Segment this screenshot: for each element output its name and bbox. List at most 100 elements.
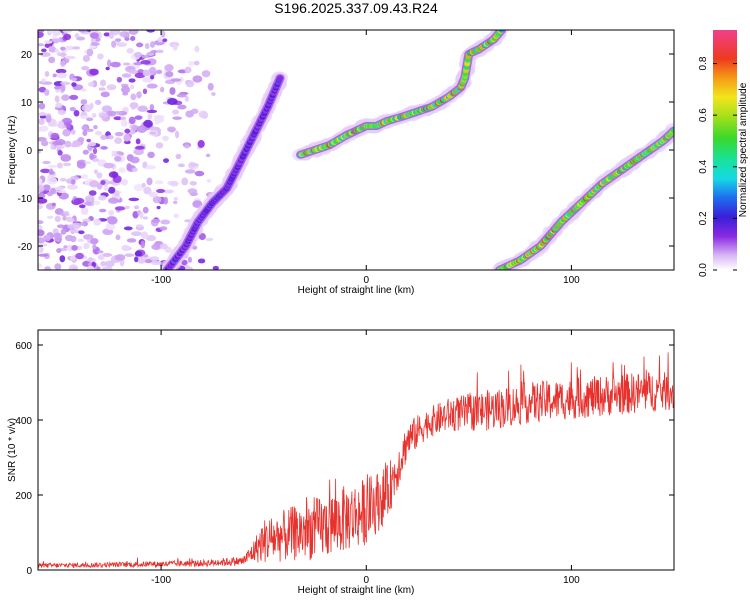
noise-blob — [38, 246, 41, 253]
noise-blob — [105, 66, 110, 71]
noise-blob — [159, 243, 168, 250]
noise-blob — [38, 220, 44, 225]
noise-blob — [173, 196, 178, 201]
noise-blob — [81, 65, 90, 71]
noise-blob — [164, 65, 170, 70]
noise-blob — [80, 207, 89, 215]
noise-blob — [123, 134, 131, 142]
noise-blob — [121, 85, 131, 94]
noise-blob — [159, 86, 165, 93]
noise-blob — [145, 52, 155, 57]
noise-blob — [162, 38, 168, 42]
noise-blob — [206, 178, 212, 183]
noise-blob — [91, 113, 97, 118]
noise-blob — [61, 94, 70, 101]
noise-blob — [165, 71, 174, 78]
noise-blob — [175, 153, 182, 160]
noise-blob — [118, 167, 126, 173]
noise-blob — [39, 115, 47, 119]
noise-blob — [185, 80, 195, 88]
noise-blob — [153, 115, 165, 119]
noise-blob — [107, 134, 114, 140]
noise-blob — [82, 55, 91, 63]
noise-blob — [63, 211, 70, 215]
noise-blob — [89, 68, 99, 76]
noise-blob — [83, 234, 94, 240]
noise-blob — [50, 144, 55, 150]
snr-panel: -100 0 100 0 200 400 600 Height of straight li… — [7, 329, 675, 596]
noise-blob — [151, 243, 162, 251]
noise-blob — [128, 30, 139, 35]
noise-blob — [156, 188, 165, 194]
noise-blob — [155, 142, 164, 149]
noise-blob — [149, 66, 157, 75]
noise-blob — [101, 105, 113, 113]
noise-blob — [42, 160, 51, 165]
noise-blob — [54, 85, 62, 90]
noise-blob — [163, 189, 174, 194]
noise-blob — [44, 71, 50, 77]
noise-blob — [170, 78, 182, 82]
noise-blob — [38, 204, 43, 210]
colorbar: 0.0 0.2 0.4 0.6 0.8 Normalized spectral ampl… — [698, 30, 749, 277]
noise-blob — [51, 202, 56, 207]
noise-blob — [163, 158, 170, 163]
noise-blob — [212, 265, 219, 270]
noise-blob — [48, 56, 56, 64]
noise-blob — [90, 42, 100, 46]
noise-blob — [60, 46, 66, 51]
noise-blob — [79, 115, 90, 119]
snr-y-axis-label: SNR (10 * v/v) — [7, 418, 18, 482]
noise-blob — [75, 252, 84, 260]
noise-blob — [131, 167, 138, 172]
noise-blob — [128, 116, 136, 125]
noise-blob — [74, 33, 80, 39]
noise-blob — [124, 253, 135, 258]
spectrogram-heatmap — [38, 30, 674, 270]
noise-blob — [70, 229, 81, 234]
noise-blob — [201, 70, 211, 78]
noise-blob — [44, 266, 51, 270]
noise-blob — [77, 30, 88, 33]
noise-blob — [192, 75, 203, 83]
noise-blob — [116, 42, 128, 48]
noise-blob — [126, 238, 137, 243]
noise-blob — [70, 77, 78, 82]
noise-blob — [57, 52, 68, 57]
noise-blob — [82, 130, 88, 136]
noise-blob — [110, 61, 121, 68]
noise-blob — [60, 154, 72, 162]
noise-blob — [184, 144, 190, 149]
colorbar-tick-label: 0.4 — [698, 159, 709, 173]
noise-blob — [188, 163, 199, 167]
noise-blob — [114, 206, 126, 211]
noise-blob — [207, 82, 214, 91]
noise-blob — [76, 161, 86, 169]
noise-blob — [38, 224, 43, 230]
noise-blob — [134, 72, 146, 79]
noise-blob — [126, 48, 134, 54]
snr-x-tick-label: 0 — [363, 575, 369, 586]
noise-blob — [108, 110, 117, 117]
noise-blob — [122, 91, 129, 96]
noise-blob — [160, 219, 171, 225]
noise-blob — [128, 69, 138, 75]
noise-blob — [115, 234, 121, 241]
noise-blob — [128, 197, 140, 202]
noise-blob — [69, 94, 79, 100]
noise-blob — [39, 30, 45, 33]
noise-blob — [96, 172, 103, 179]
noise-blob — [147, 113, 153, 120]
noise-blob — [67, 184, 78, 190]
noise-blob — [150, 50, 159, 54]
noise-blob — [172, 116, 182, 120]
noise-blob — [146, 83, 158, 89]
noise-blob — [97, 250, 104, 254]
noise-blob — [108, 186, 116, 194]
noise-blob — [193, 60, 200, 66]
noise-blob — [149, 131, 157, 135]
noise-blob — [145, 165, 156, 170]
noise-blob — [143, 119, 153, 128]
noise-blob — [103, 162, 115, 169]
